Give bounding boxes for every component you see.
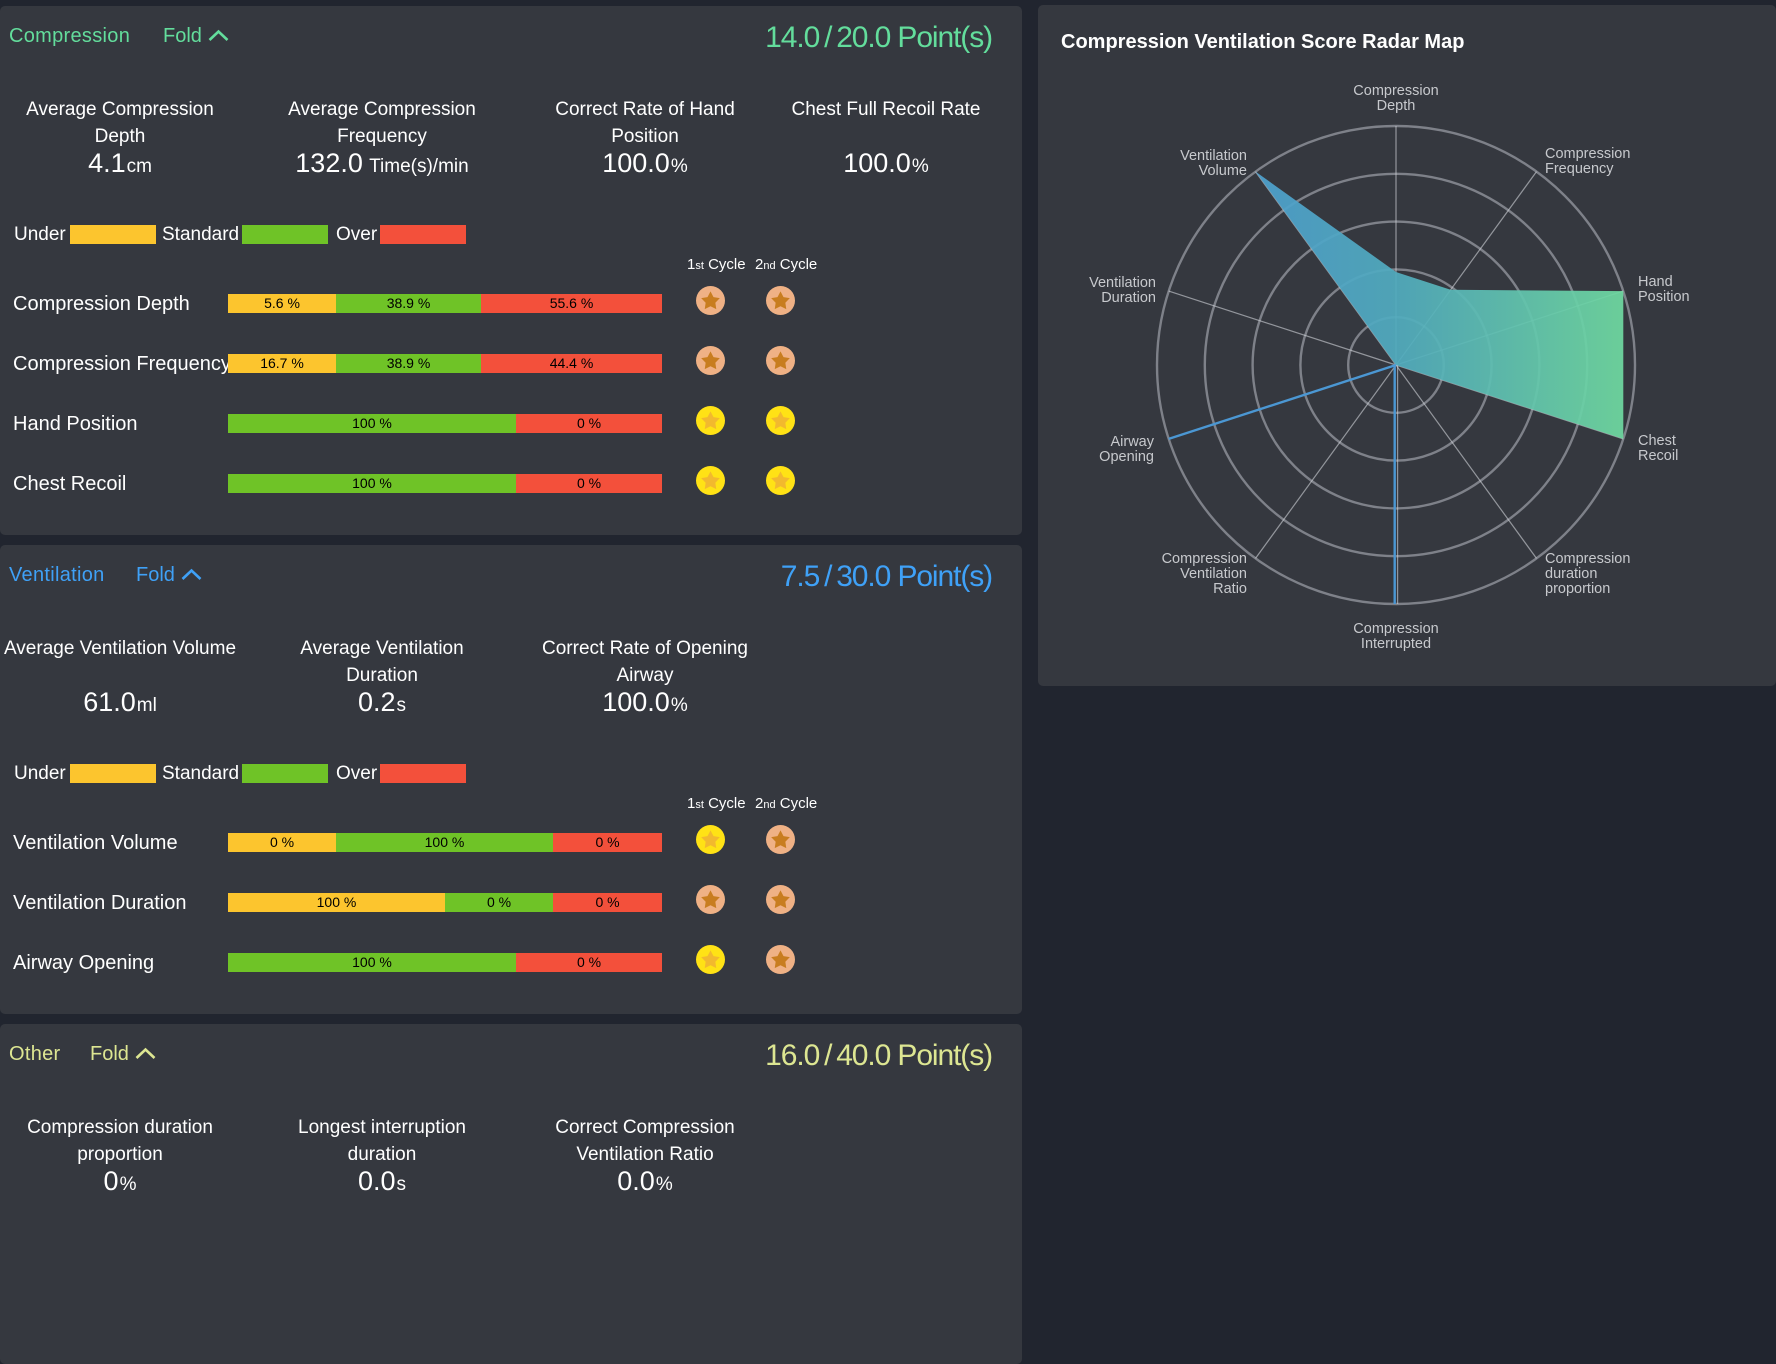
svg-text:AirwayOpening: Airway Opening (1099, 434, 1155, 465)
svg-text:CompressionInterrupted: Compression Interrupted (1353, 621, 1438, 652)
svg-text:Compressiondurationproportion: Compression duration proportion (1545, 551, 1630, 597)
svg-text:VentilationDuration: Ventilation Duration (1089, 275, 1156, 306)
svg-text:ChestRecoil: Chest Recoil (1638, 433, 1678, 464)
svg-text:CompressionDepth: Compression Depth (1353, 83, 1438, 114)
svg-text:VentilationVolume: Ventilation Volume (1180, 148, 1247, 179)
svg-text:CompressionFrequency: Compression Frequency (1545, 146, 1630, 177)
svg-text:HandPosition: Hand Position (1638, 274, 1690, 305)
svg-text:CompressionVentilationRatio: Compression Ventilation Ratio (1162, 551, 1247, 597)
